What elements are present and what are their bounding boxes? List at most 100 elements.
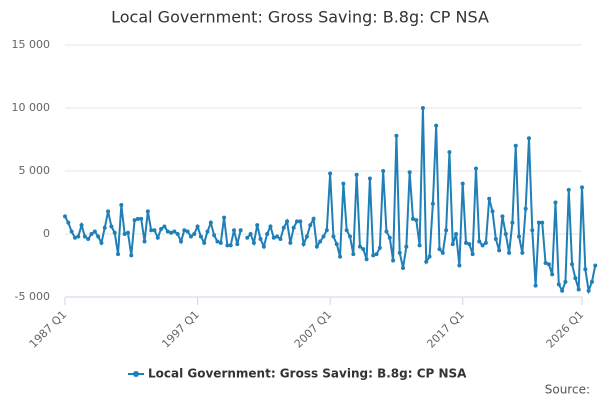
point <box>261 244 266 249</box>
point <box>510 220 515 225</box>
point <box>387 235 392 240</box>
point <box>444 228 449 233</box>
point <box>566 187 571 192</box>
point <box>397 250 402 255</box>
point <box>556 282 561 287</box>
point <box>341 181 346 186</box>
point <box>308 223 313 228</box>
point <box>470 252 475 257</box>
point <box>271 235 276 240</box>
point <box>301 242 306 247</box>
point <box>374 252 379 257</box>
point <box>119 203 124 208</box>
point <box>447 150 452 155</box>
point <box>473 166 478 171</box>
point <box>523 206 528 211</box>
point <box>384 229 389 234</box>
point <box>248 232 253 236</box>
point <box>357 244 362 249</box>
point <box>344 228 349 233</box>
point <box>526 136 531 141</box>
point <box>198 234 203 239</box>
point <box>152 228 157 233</box>
point <box>338 254 343 259</box>
point <box>414 218 419 223</box>
y-tick-label: 10 000 <box>12 101 51 114</box>
point <box>354 172 359 177</box>
point <box>291 225 296 230</box>
point <box>304 234 309 239</box>
point <box>477 239 482 244</box>
x-tick-label: 1987 Q1 <box>27 308 70 351</box>
point <box>351 252 356 257</box>
point <box>238 228 243 233</box>
point <box>275 234 280 239</box>
source-label: Source: <box>545 383 590 397</box>
point <box>192 232 197 236</box>
point <box>424 259 429 264</box>
point <box>99 240 104 245</box>
point <box>487 196 492 201</box>
point <box>66 220 71 225</box>
point <box>334 242 339 247</box>
point <box>106 209 111 214</box>
point <box>185 229 190 234</box>
point <box>394 133 399 138</box>
point <box>460 181 465 186</box>
point <box>367 176 372 181</box>
point <box>318 239 323 244</box>
point <box>265 232 270 236</box>
y-tick-label: 0 <box>43 227 50 240</box>
point <box>483 240 488 245</box>
point <box>520 250 525 255</box>
point <box>328 171 333 176</box>
point <box>454 232 459 236</box>
point <box>543 260 548 265</box>
point <box>149 228 154 233</box>
point <box>228 243 233 248</box>
point <box>281 225 286 230</box>
point <box>258 237 263 242</box>
chart-title: Local Government: Gross Saving: B.8g: CP… <box>111 8 489 27</box>
y-tick-label: 15 000 <box>12 38 51 51</box>
point <box>145 209 150 214</box>
point <box>500 214 505 219</box>
point <box>195 224 200 229</box>
point <box>298 219 303 224</box>
point <box>417 243 422 248</box>
point <box>381 169 386 173</box>
point <box>232 228 237 233</box>
point <box>139 216 144 221</box>
point <box>321 234 326 239</box>
point <box>324 228 329 233</box>
point <box>490 209 495 214</box>
point <box>235 242 240 247</box>
point <box>573 276 578 281</box>
point <box>92 229 97 234</box>
point <box>480 243 485 248</box>
point <box>294 219 299 224</box>
point <box>79 223 84 228</box>
point <box>507 250 512 255</box>
point <box>560 288 565 293</box>
point <box>391 258 396 263</box>
point <box>188 234 193 239</box>
point <box>69 229 74 234</box>
point <box>371 253 376 258</box>
point <box>182 228 187 233</box>
point <box>132 218 137 223</box>
point <box>314 244 319 249</box>
point <box>86 237 91 242</box>
point <box>245 235 250 240</box>
point <box>583 267 588 272</box>
point <box>175 232 180 236</box>
line <box>64 107 597 295</box>
point <box>72 235 77 240</box>
point <box>135 216 140 221</box>
point <box>142 239 147 244</box>
point <box>102 225 107 230</box>
point <box>129 253 134 258</box>
point <box>570 262 575 267</box>
y-tick-label: 5 000 <box>19 164 51 177</box>
point <box>288 240 293 245</box>
